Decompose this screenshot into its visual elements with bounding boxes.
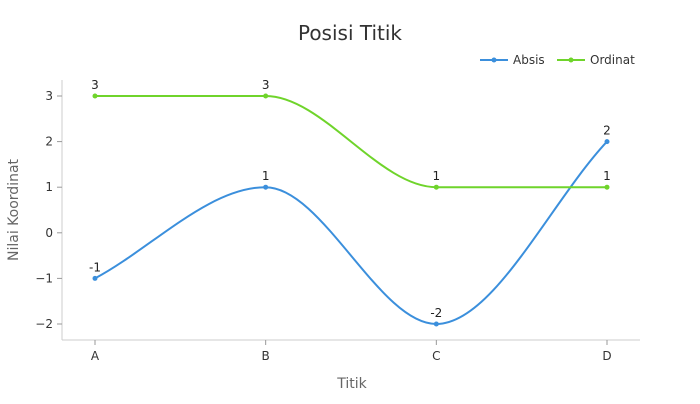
y-axis-title: Nilai Koordinat — [6, 158, 22, 261]
y-tick-label: −1 — [35, 271, 53, 285]
series-ordinat: 3 3 1 1 — [91, 78, 611, 190]
series-line-absis — [94, 140, 608, 326]
data-label: 2 — [603, 124, 611, 138]
data-point[interactable] — [92, 93, 98, 99]
legend-marker-icon — [568, 57, 574, 63]
data-point[interactable] — [604, 184, 610, 190]
y-tick-label: 2 — [45, 135, 53, 149]
y-tick-label: 0 — [45, 226, 53, 240]
data-point[interactable] — [604, 139, 610, 145]
x-axis-title: Titik — [336, 376, 367, 392]
data-label: 1 — [433, 169, 441, 183]
series-line-ordinat — [94, 94, 607, 189]
data-label: 1 — [603, 169, 611, 183]
legend: Absis Ordinat — [480, 53, 635, 67]
data-point[interactable] — [433, 184, 439, 190]
legend-label: Ordinat — [590, 53, 635, 67]
data-point[interactable] — [263, 93, 269, 99]
legend-marker-icon — [491, 57, 497, 63]
data-label: -2 — [430, 306, 442, 320]
y-tick-label: 3 — [45, 89, 53, 103]
data-label: 3 — [262, 78, 270, 92]
series-layer: -1 1 -2 2 3 3 1 1 — [89, 78, 611, 327]
data-point[interactable] — [92, 275, 98, 281]
legend-label: Absis — [513, 53, 545, 67]
x-tick-label: C — [432, 349, 440, 363]
x-tick-label: A — [91, 349, 100, 363]
data-label: -1 — [89, 260, 101, 274]
x-tick-label: B — [262, 349, 270, 363]
x-axis-ticks: A B C D — [91, 340, 612, 363]
y-tick-label: 1 — [45, 180, 53, 194]
data-point[interactable] — [263, 184, 269, 190]
data-point[interactable] — [433, 321, 439, 327]
chart-title: Posisi Titik — [298, 21, 402, 45]
series-absis: -1 1 -2 2 — [89, 124, 611, 327]
x-tick-label: D — [602, 349, 611, 363]
y-axis-ticks: 3 2 1 0 −1 −2 — [35, 89, 62, 331]
data-label: 3 — [91, 78, 99, 92]
y-tick-label: −2 — [35, 317, 53, 331]
legend-item-ordinat[interactable]: Ordinat — [557, 53, 635, 67]
data-label: 1 — [262, 169, 270, 183]
legend-item-absis[interactable]: Absis — [480, 53, 545, 67]
